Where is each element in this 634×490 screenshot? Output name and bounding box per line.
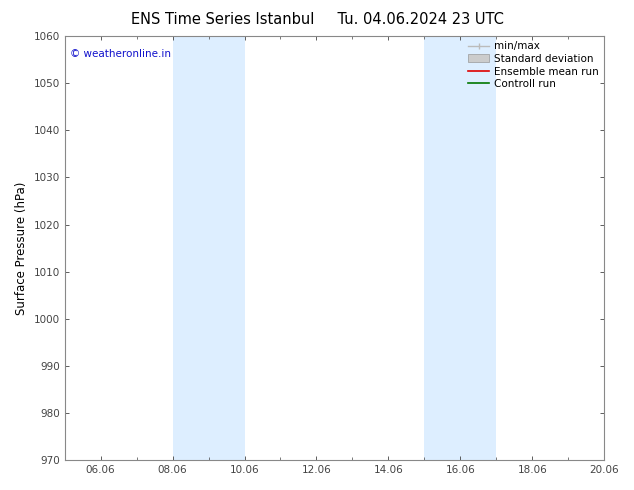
Bar — [172, 36, 245, 460]
Text: ENS Time Series Istanbul     Tu. 04.06.2024 23 UTC: ENS Time Series Istanbul Tu. 04.06.2024 … — [131, 12, 503, 27]
Y-axis label: Surface Pressure (hPa): Surface Pressure (hPa) — [15, 181, 28, 315]
Legend: min/max, Standard deviation, Ensemble mean run, Controll run: min/max, Standard deviation, Ensemble me… — [468, 41, 599, 89]
Text: © weatheronline.in: © weatheronline.in — [70, 49, 171, 59]
Bar — [424, 36, 496, 460]
